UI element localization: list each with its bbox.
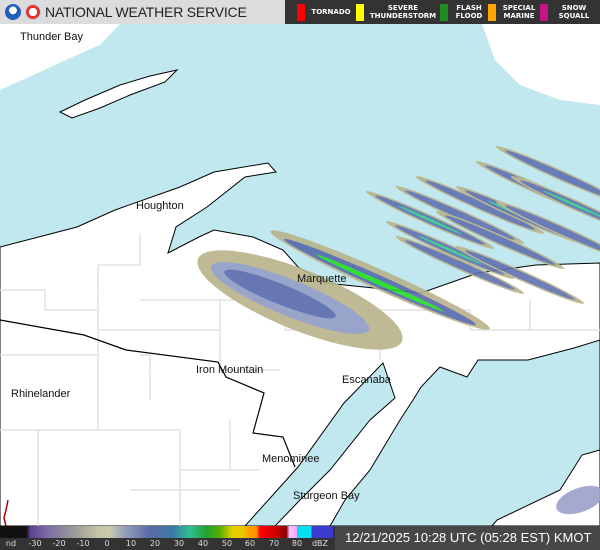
radar-echo (418, 235, 482, 265)
isle-royale (58, 69, 179, 119)
header-brand: NATIONAL WEATHER SERVICE (0, 0, 285, 24)
radar-echo (405, 240, 515, 290)
river-line (3, 499, 9, 526)
city-label: Rhinelander (11, 388, 71, 400)
city-label: Menominee (262, 453, 320, 465)
dbz-tick-label: dBZ (311, 539, 329, 548)
header-title: NATIONAL WEATHER SERVICE (45, 4, 247, 20)
nws-logo-icon (25, 4, 41, 20)
dbz-tick-label: -10 (76, 539, 90, 548)
dbz-tick-label: 80 (291, 539, 303, 548)
radar-echo (505, 150, 600, 200)
dbz-tick-label: 60 (244, 539, 256, 548)
radar-echo (505, 205, 600, 255)
radar-echo (398, 205, 462, 235)
dbz-tick-label: -20 (52, 539, 66, 548)
special-marine-label: SPECIAL MARINE (502, 4, 536, 20)
city-label: Sturgeon Bay (293, 490, 360, 502)
flash-flood-label: FLASH FLOOD (455, 4, 483, 20)
dbz-tick-label: 40 (197, 539, 209, 548)
radar-echo (224, 269, 336, 319)
dbz-legend: nd -30 -20 -10 0 10 20 30 40 50 60 70 80 dBZ 12/21/20… (0, 526, 600, 550)
special-marine-swatch (488, 4, 496, 21)
dbz-tick-label: 20 (149, 539, 161, 548)
northeast-land (482, 24, 600, 105)
radar-echo (543, 190, 600, 220)
city-label: Escanaba (342, 374, 391, 386)
radar-echo (445, 215, 555, 265)
lake-michigan (329, 339, 600, 526)
radar-echoes (197, 146, 600, 515)
city-label: Marquette (297, 273, 347, 285)
dbz-tick-label: 0 (104, 539, 110, 548)
noaa-logo-icon (5, 4, 21, 20)
timestamp: 12/21/2025 10:28 UTC (05:28 EST) KMOT (335, 526, 600, 550)
dbz-color-bar (0, 526, 333, 538)
city-label: Iron Mountain (196, 364, 264, 376)
ontario-land (0, 24, 120, 90)
dbz-color-bar-end (297, 526, 333, 538)
radar-echo (465, 250, 575, 300)
city-label: Thunder Bay (20, 31, 83, 43)
severe-thunderstorm-swatch (356, 4, 364, 21)
radar-echo (316, 254, 444, 312)
green-bay (244, 362, 396, 526)
dbz-tick-label: 30 (173, 539, 185, 548)
snow-squall-swatch (540, 4, 548, 21)
dbz-tick-label: 70 (268, 539, 280, 548)
dbz-tick-label: 50 (221, 539, 233, 548)
flash-flood-swatch (440, 4, 448, 21)
warning-legend: TORNADO SEVERE THUNDERSTORM FLASH FLOOD … (285, 0, 600, 24)
severe-thunderstorm-label: SEVERE THUNDERSTORM (369, 4, 437, 20)
header-bar: NATIONAL WEATHER SERVICE TORNADO SEVERE … (0, 0, 600, 24)
dbz-tick-label: -30 (28, 539, 42, 548)
radar-echo (405, 190, 515, 240)
snow-squall-label: SNOW SQUALL (558, 4, 590, 20)
radar-echo (556, 485, 600, 515)
radar-echo (425, 180, 535, 230)
radar-map[interactable] (0, 24, 600, 526)
city-label: Houghton (136, 200, 184, 212)
dbz-tick-label: nd (5, 539, 17, 548)
tornado-swatch (297, 4, 305, 21)
tornado-label: TORNADO (311, 8, 351, 16)
state-border (0, 319, 296, 468)
dbz-tick-label: 10 (125, 539, 137, 548)
